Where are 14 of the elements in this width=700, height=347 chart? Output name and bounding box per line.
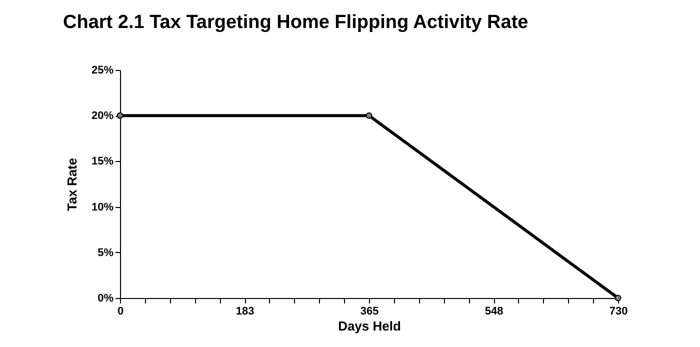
x-axis-title: Days Held — [338, 318, 401, 334]
y-tick-label: 10% — [91, 201, 114, 214]
x-tick-label: 730 — [609, 306, 628, 318]
x-tick-label: 183 — [236, 306, 254, 318]
y-tick-label: 5% — [98, 246, 114, 259]
y-tick-label: 20% — [91, 110, 114, 122]
x-tick-label: 0 — [117, 306, 124, 318]
y-tick-label: 15% — [91, 156, 114, 168]
chart-title: Chart 2.1 Tax Targeting Home Flipping Activity Rate — [63, 12, 528, 33]
y-tick-label: 0% — [98, 292, 114, 304]
y-tick-label: 25% — [91, 64, 114, 76]
y-axis-title: Tax Rate — [64, 158, 80, 212]
x-tick-label: 548 — [484, 306, 504, 318]
x-tick-label: 365 — [360, 306, 379, 318]
